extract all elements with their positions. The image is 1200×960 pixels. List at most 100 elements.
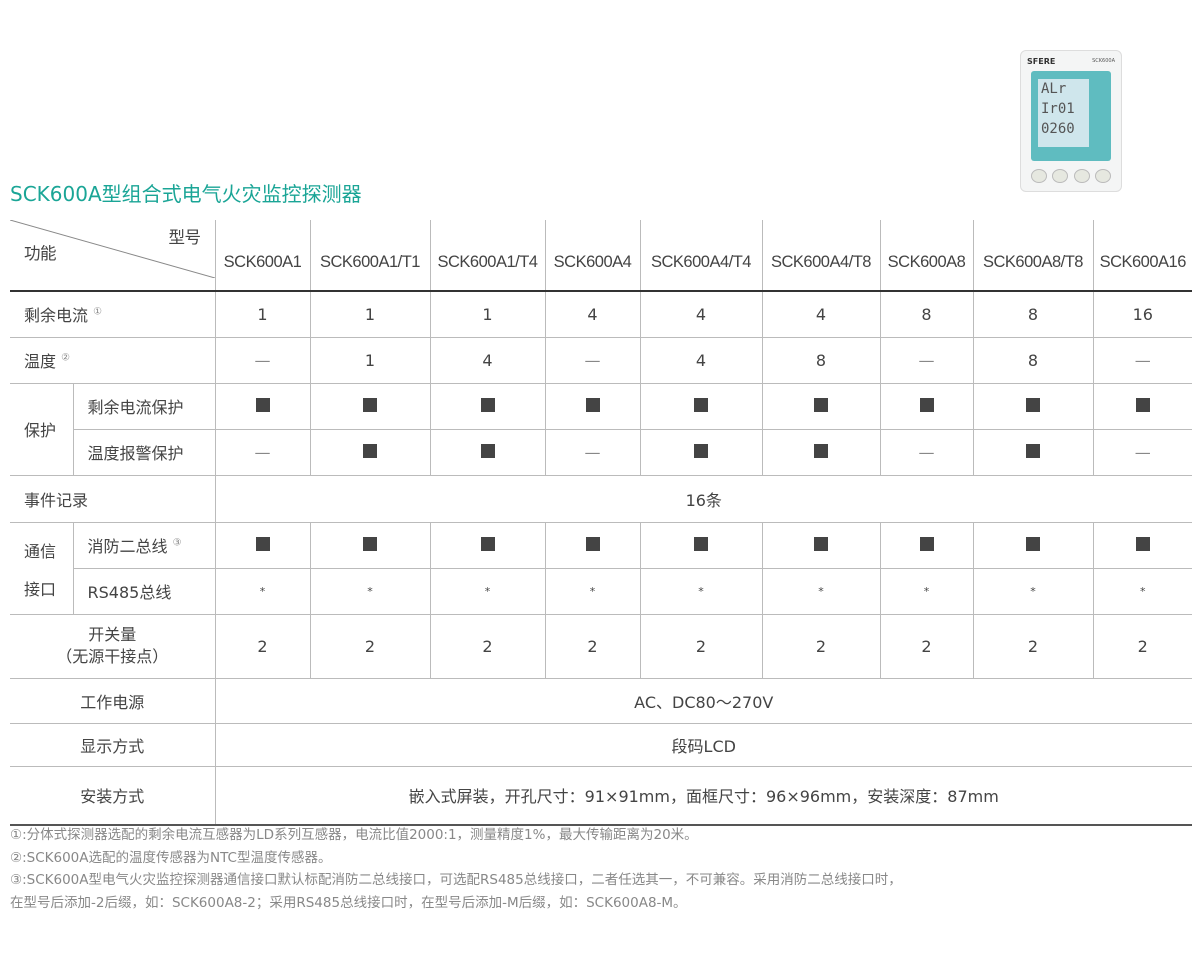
cell-value: —: [215, 337, 311, 384]
cell-value: *: [880, 568, 974, 615]
cell-value: 8: [762, 337, 881, 384]
function-label: 功能: [24, 245, 57, 263]
footnote: ②:SCK600A选配的温度传感器为NTC型温度传感器。: [10, 849, 332, 866]
row-comm-bus: 通信接口 消防二总线 ③: [10, 522, 1192, 615]
cell-value: [973, 522, 1094, 569]
row-residual: 剩余电流 ① 1 1 1 4 4 4 8 8 16: [10, 291, 1192, 338]
model-header: SCK600A8: [880, 220, 974, 292]
cell-value: 2: [1093, 614, 1192, 679]
cell-value: [545, 522, 641, 569]
cell-value: *: [310, 568, 431, 615]
filled-square-icon: [814, 397, 828, 412]
cell-value: [310, 429, 431, 476]
cell-value: [430, 522, 546, 569]
corner-cell: 型号 功能: [10, 220, 216, 292]
cell-value: —: [545, 429, 641, 476]
filled-square-icon: [480, 536, 495, 551]
cell-value: 2: [640, 614, 763, 679]
cell-value: 8: [973, 291, 1094, 338]
row-switch: 开关量 （无源干接点） 2 2 2 2 2 2 2 2 2: [10, 614, 1192, 679]
row-label: 温度: [24, 352, 57, 371]
filled-square-icon: [255, 536, 270, 551]
filled-square-icon: [480, 443, 495, 458]
cell-value: 4: [640, 291, 763, 338]
cell-value: 8: [880, 291, 974, 338]
cell-value: —: [880, 429, 974, 476]
cell-value: —: [1093, 337, 1192, 384]
cell-value: —: [545, 337, 641, 384]
cell-value: [215, 383, 311, 430]
footnotes: ①:分体式探测器选配的剩余电流互感器为LD系列互感器，电流比值2000:1，测量…: [10, 824, 902, 914]
row-label: 显示方式: [10, 723, 216, 767]
model-header: SCK600A4/T8: [762, 220, 881, 292]
cell-value: *: [430, 568, 546, 615]
cell-value: [430, 383, 546, 430]
filled-square-icon: [694, 443, 708, 458]
power-value: AC、DC80～270V: [215, 678, 1192, 724]
brand-logo: SFERE: [1027, 57, 1056, 66]
cell-value: 4: [640, 337, 763, 384]
filled-square-icon: [363, 536, 377, 551]
cell-value: *: [545, 568, 641, 615]
cell-value: 8: [973, 337, 1094, 384]
lcd-line: ALr: [1041, 81, 1067, 97]
product-image: SFERE SCK600A ALr Ir01 0260: [1020, 50, 1122, 192]
lcd-screen: ALr Ir01 0260: [1031, 71, 1111, 161]
row-events: 事件记录 16条: [10, 475, 1192, 523]
model-header: SCK600A8/T8: [973, 220, 1094, 292]
model-header: SCK600A1: [215, 220, 311, 292]
cell-value: [430, 429, 546, 476]
note-mark: ①: [93, 306, 103, 318]
events-value: 16条: [215, 475, 1192, 523]
cell-value: [640, 522, 763, 569]
cell-value: 16: [1093, 291, 1192, 338]
cell-value: 1: [215, 291, 311, 338]
cell-value: *: [640, 568, 763, 615]
filled-square-icon: [480, 397, 495, 412]
row-power: 工作电源 AC、DC80～270V: [10, 678, 1192, 724]
row-protect-temp: 温度报警保护 — — — —: [10, 429, 1192, 476]
sub-label: 剩余电流保护: [73, 383, 216, 430]
cell-value: [310, 522, 431, 569]
filled-square-icon: [694, 536, 708, 551]
cell-value: [215, 522, 311, 569]
cell-value: *: [215, 568, 311, 615]
cell-value: 2: [880, 614, 974, 679]
filled-square-icon: [363, 443, 377, 458]
model-header: SCK600A1/T1: [310, 220, 431, 292]
row-label: 开关量: [88, 625, 137, 644]
cell-value: [762, 383, 881, 430]
filled-square-icon: [1026, 397, 1040, 412]
filled-square-icon: [1026, 536, 1040, 551]
page-title: SCK600A型组合式电气火灾监控探测器: [10, 182, 362, 206]
row-label: 通信: [24, 542, 57, 561]
sub-label: 消防二总线: [87, 537, 168, 556]
row-display: 显示方式 段码LCD: [10, 723, 1192, 767]
lcd-line: 0260: [1041, 121, 1075, 137]
cell-value: 1: [430, 291, 546, 338]
model-header: SCK600A4: [545, 220, 641, 292]
cell-value: 2: [310, 614, 431, 679]
row-label: （无源干接点）: [56, 647, 169, 666]
row-protect-residual: 保护 剩余电流保护: [10, 383, 1192, 476]
device-buttons: [1031, 169, 1111, 183]
row-label: 接口: [24, 580, 57, 599]
filled-square-icon: [1026, 443, 1040, 458]
device-model: SCK600A: [1092, 58, 1115, 64]
diagonal-line: [10, 220, 214, 278]
filled-square-icon: [1135, 536, 1150, 551]
cell-value: *: [762, 568, 881, 615]
cell-value: [880, 522, 974, 569]
filled-square-icon: [919, 397, 934, 412]
note-mark: ③: [172, 537, 182, 549]
cell-value: —: [880, 337, 974, 384]
cell-value: 2: [545, 614, 641, 679]
cell-value: *: [973, 568, 1094, 615]
sub-label: RS485总线: [73, 568, 216, 615]
lcd-line: Ir01: [1041, 101, 1075, 117]
cell-value: 2: [973, 614, 1094, 679]
filled-square-icon: [814, 443, 828, 458]
cell-value: 2: [762, 614, 881, 679]
model-label: 型号: [168, 229, 202, 247]
footnote: ③:SCK600A型电气火灾监控探测器通信接口默认标配消防二总线接口，可选配RS…: [10, 872, 902, 888]
